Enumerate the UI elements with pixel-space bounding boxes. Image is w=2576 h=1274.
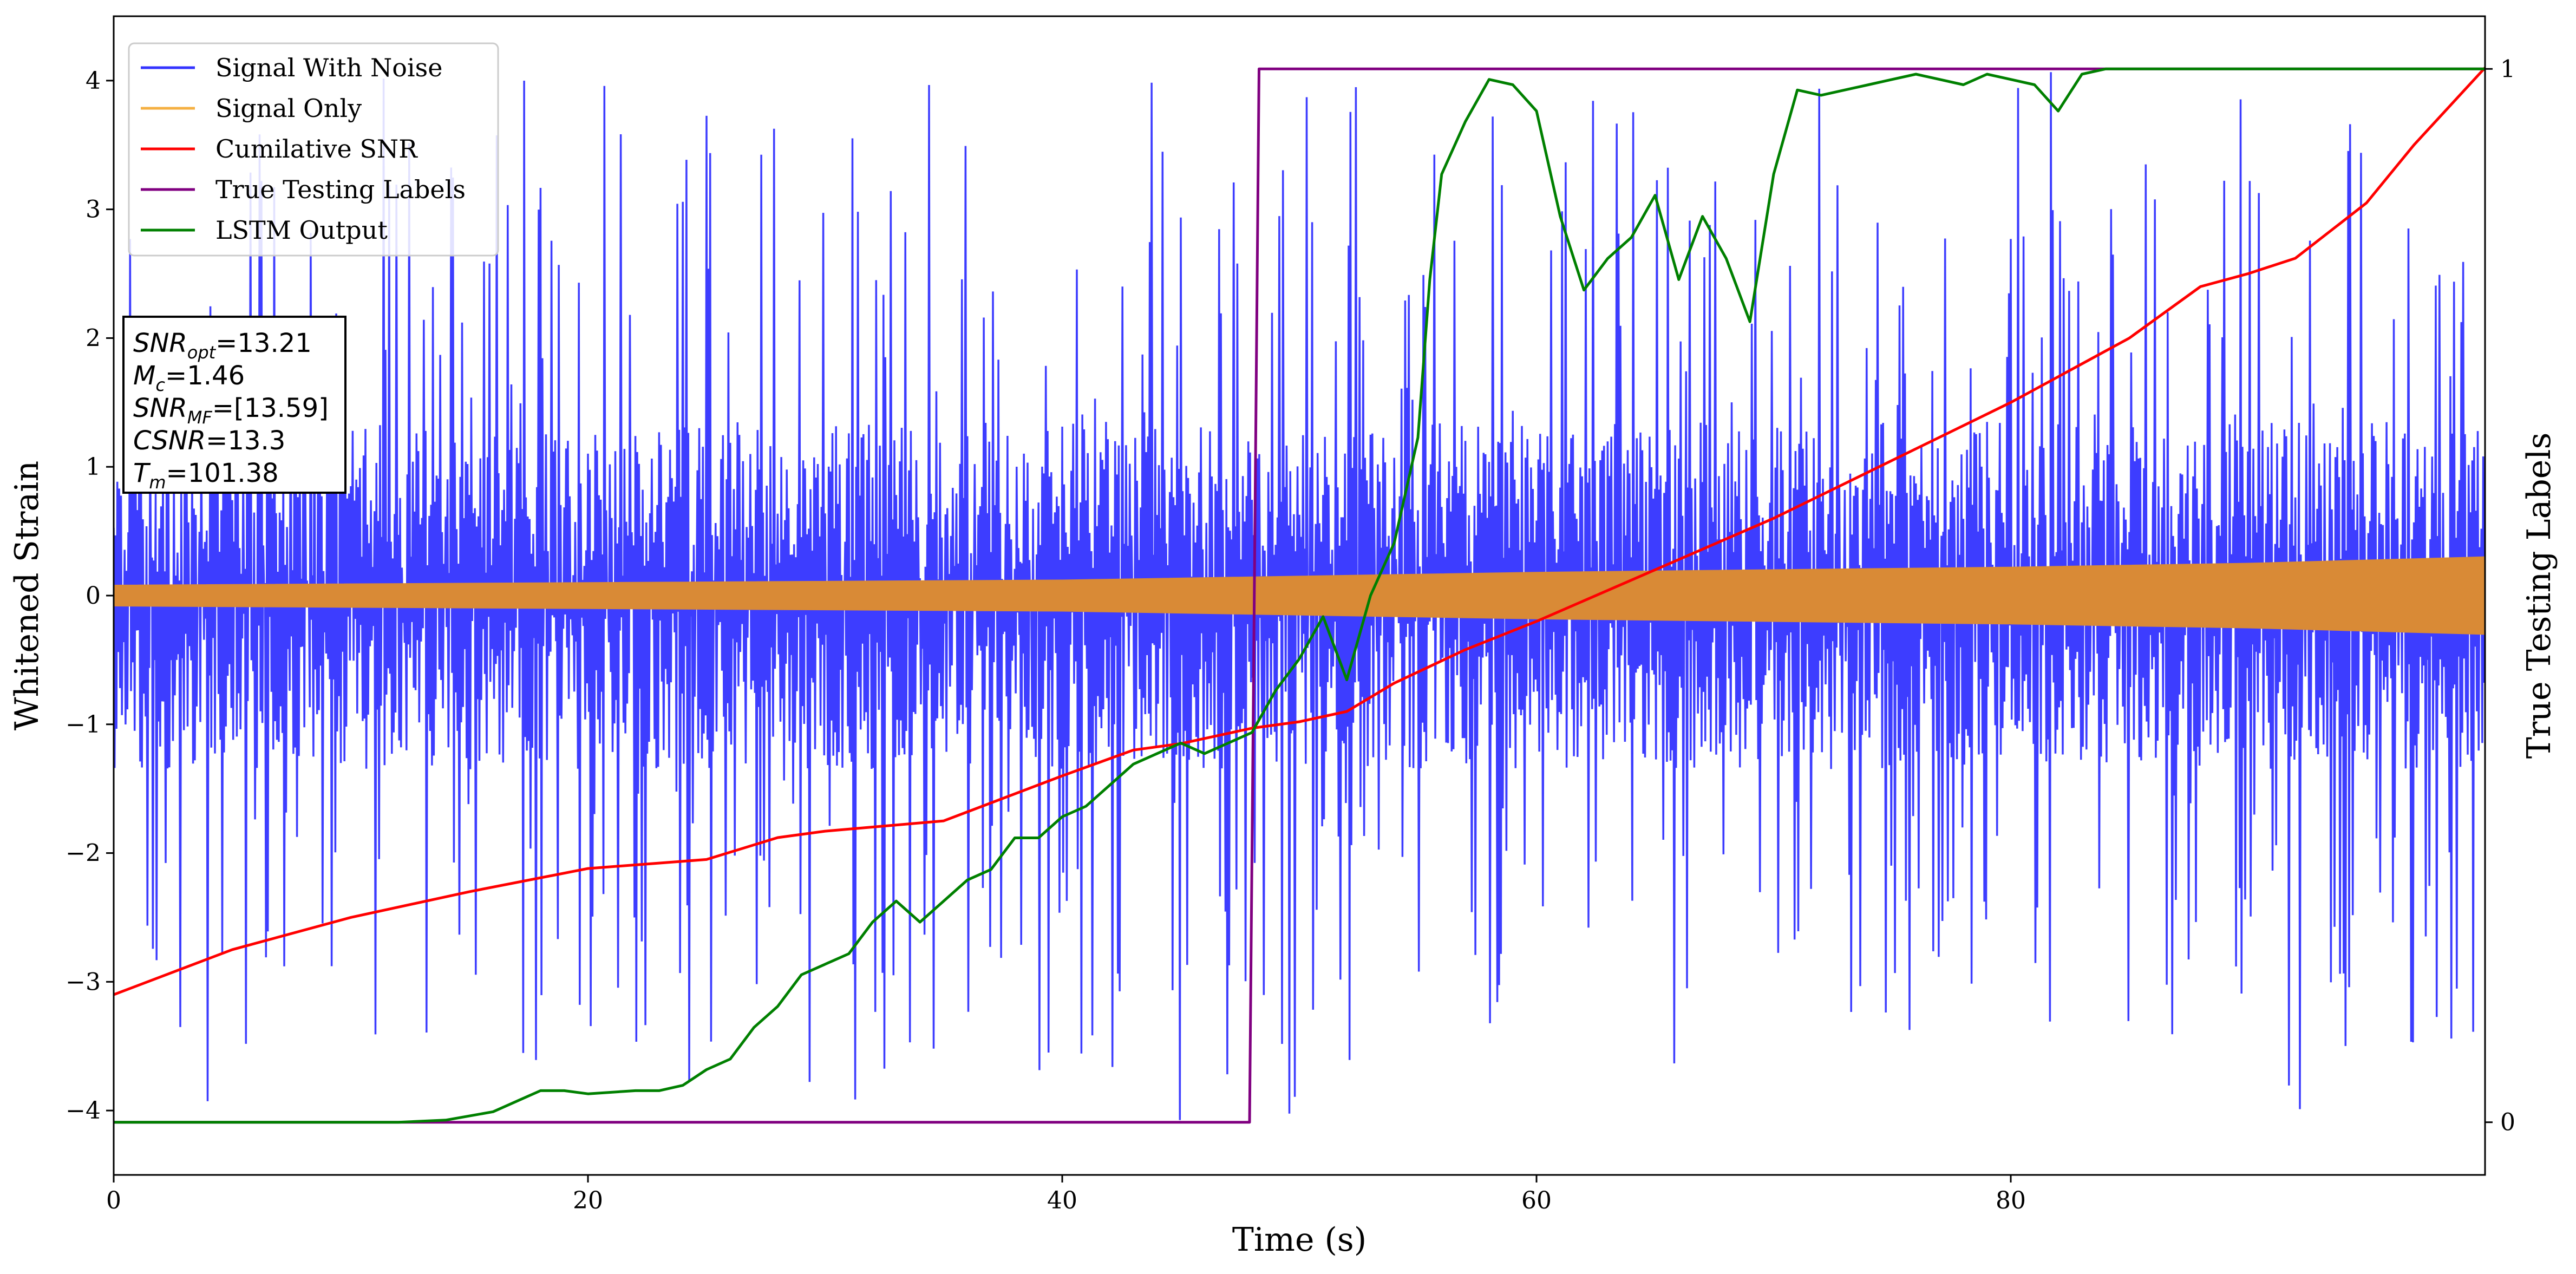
y-tick-label: −1	[66, 711, 101, 739]
legend-label: Signal Only	[215, 94, 362, 123]
x-tick-label: 40	[1047, 1187, 1077, 1214]
y-tick-label: −4	[66, 1097, 101, 1125]
legend-label: True Testing Labels	[215, 175, 466, 204]
y-axis-right-label: True Testing Labels	[2520, 433, 2558, 759]
legend-label: LSTM Output	[215, 215, 388, 245]
series-signal-only	[114, 556, 2485, 635]
y-tick-label: 4	[86, 67, 101, 95]
y-tick-label: 1	[86, 453, 101, 481]
y-axis-left: −4 −3 −2 −1 0 1 2 3 4	[66, 67, 114, 1125]
line-series-layer	[114, 67, 2485, 1124]
x-tick-label: 0	[106, 1187, 121, 1214]
y-right-tick-label: 0	[2500, 1109, 2515, 1136]
annotation-line: Mc=1.46	[133, 361, 245, 395]
y-tick-label: 0	[86, 582, 101, 610]
plot-area	[114, 67, 2485, 1124]
y-axis-right: 01	[2485, 55, 2515, 1136]
annotation-line: Tm=101.38	[133, 458, 279, 493]
x-axis-label: Time (s)	[1232, 1221, 1367, 1259]
series-true-testing-labels	[114, 67, 2485, 1124]
legend-box	[128, 42, 499, 257]
y-tick-label: 2	[86, 324, 101, 352]
legend-label: Cumilative SNR	[215, 134, 418, 164]
annotation-line: SNRMF=[13.59]	[133, 393, 329, 428]
annotation-line: SNRopt=13.21	[133, 328, 312, 363]
series-cumilative-snr	[114, 67, 2485, 996]
x-axis: 0 20 40 60 80	[106, 1175, 2026, 1214]
annotation-line: CSNR=13.3	[133, 426, 285, 456]
signal-only-layer	[114, 556, 2485, 635]
y-tick-label: 3	[86, 196, 101, 224]
x-tick-label: 20	[573, 1187, 603, 1214]
y-axis-label: Whitened Strain	[8, 461, 46, 730]
x-tick-label: 60	[1521, 1187, 1552, 1214]
y-tick-label: −3	[66, 968, 101, 996]
series-lstm-output	[114, 67, 2485, 1124]
legend: Signal With Noise Signal Only Cumilative S…	[128, 42, 499, 257]
stats-annotation: SNRopt=13.21Mc=1.46SNRMF=[13.59]CSNR=13.…	[122, 316, 346, 494]
annotation-box	[122, 316, 346, 494]
legend-label: Signal With Noise	[215, 53, 442, 82]
y-tick-label: −2	[66, 840, 101, 867]
y-right-tick-label: 1	[2500, 55, 2515, 83]
x-tick-label: 80	[1996, 1187, 2026, 1214]
